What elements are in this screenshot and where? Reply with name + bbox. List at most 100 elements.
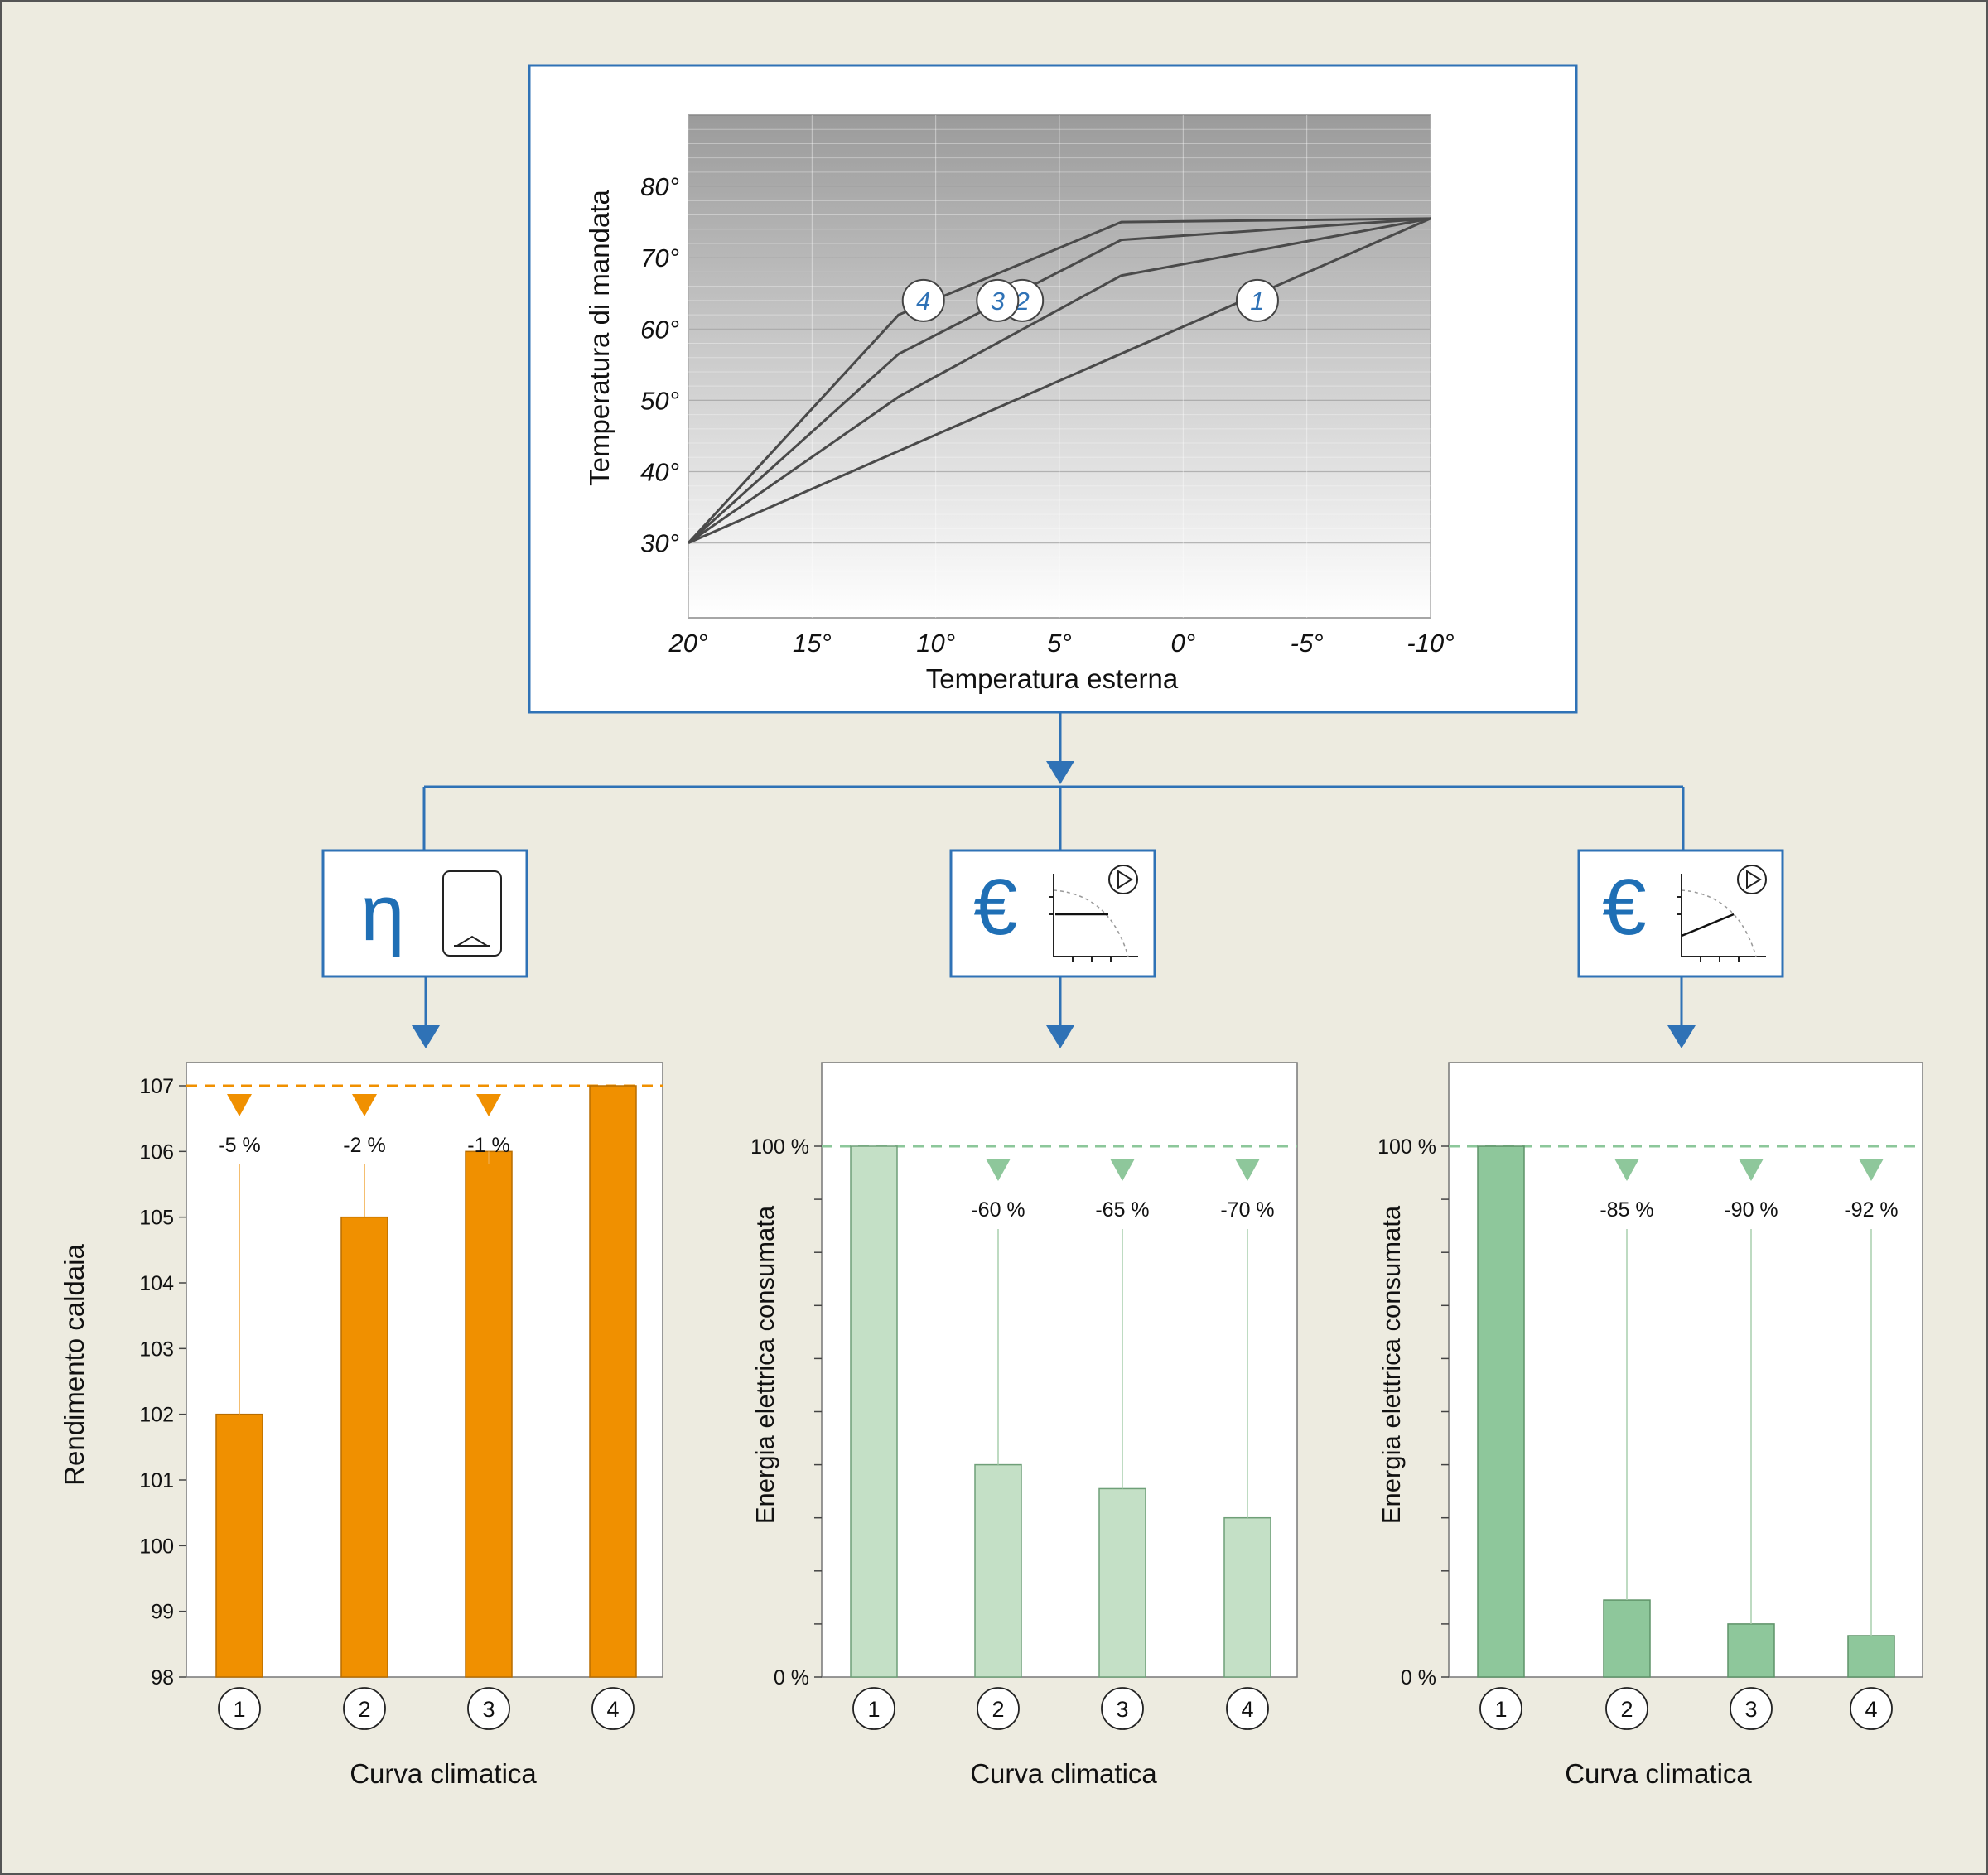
category-label: 2 — [992, 1697, 1004, 1722]
pump-energy-constant-chart: 0 % 100 % 1 -60 % 2 -65 % 3 -70 % 4 Curva climat… — [750, 1062, 1298, 1789]
y-tick-label: 100 — [139, 1535, 174, 1558]
bar-curve-1 — [850, 1145, 898, 1678]
top-x-axis-title: Temperatura esterna — [926, 663, 1179, 694]
y-tick-label: 30° — [640, 529, 679, 558]
category-circle — [467, 1687, 510, 1730]
top-plot-area — [688, 114, 1431, 619]
pump-energy-constant-plot — [821, 1062, 1298, 1678]
category-label: 2 — [1620, 1697, 1633, 1722]
pump-proportional-icon-box: € — [1577, 849, 1784, 978]
pump-energy-proportional-plot — [1448, 1062, 1923, 1678]
pump-energy-proportional-y-title: Energia elettrica consumata — [1377, 1205, 1406, 1524]
category-label: 1 — [233, 1697, 245, 1722]
reduction-arrow-icon — [1859, 1159, 1884, 1181]
curve-marker-label: 3 — [991, 287, 1005, 316]
efficiency-icon-box: η — [321, 849, 528, 978]
x-tick-label: 5° — [1047, 629, 1072, 658]
curve-line-1 — [688, 217, 1431, 544]
y-tick-label: 99 — [151, 1601, 174, 1624]
boiler-efficiency-x-title: Curva climatica — [350, 1758, 537, 1789]
curve-marker-circle — [1235, 278, 1279, 322]
y-tick-label: 106 — [139, 1140, 174, 1164]
top-y-axis-title: Temperatura di mandata — [584, 190, 615, 486]
y-tick-label: 0 % — [1401, 1666, 1436, 1689]
y-tick-label: 70° — [640, 243, 679, 272]
category-label: 1 — [1494, 1697, 1507, 1722]
category-circle — [218, 1687, 261, 1730]
boiler-efficiency-y-title: Rendimento caldaia — [59, 1244, 89, 1486]
bar-curve-4 — [1223, 1516, 1271, 1678]
boiler-efficiency-plot — [186, 1062, 663, 1678]
curve-line-2 — [688, 217, 1431, 544]
bar-curve-4 — [1847, 1635, 1895, 1678]
y-tick-label: 50° — [640, 386, 679, 415]
curve-markers: 1 23 4 — [901, 278, 1279, 322]
down-arrow-icon — [1667, 1025, 1696, 1048]
category-label: 3 — [1744, 1697, 1757, 1722]
bar-curve-2 — [340, 1216, 388, 1678]
reduction-label: -92 % — [1844, 1198, 1898, 1222]
pump-energy-proportional-x-title: Curva climatica — [1565, 1758, 1752, 1789]
y-tick-label: 100 % — [1378, 1135, 1436, 1159]
category-circle — [1730, 1687, 1773, 1730]
y-tick-label: 80° — [640, 172, 679, 201]
category-label: 1 — [867, 1697, 880, 1722]
pump-curve-proportional-icon — [1677, 865, 1767, 962]
eta-icon: η — [360, 869, 404, 957]
y-tick-label: 101 — [139, 1469, 174, 1492]
reduction-arrow-icon — [1614, 1159, 1639, 1181]
category-label: 3 — [1116, 1697, 1128, 1722]
climatic-curve-panel: 30°40°50°60°70°80° 20° 15° 10° 5° 0° -5° -10° … — [528, 64, 1578, 714]
down-arrow-icon — [1046, 1025, 1074, 1048]
pump-energy-constant-y-title: Energia elettrica consumata — [750, 1205, 779, 1524]
y-tick-label: 98 — [151, 1666, 174, 1689]
top-x-tick-labels: 20° 15° 10° 5° 0° -5° -10° — [668, 629, 1455, 658]
x-tick-label: 15° — [793, 629, 832, 658]
connectors — [422, 712, 1685, 1027]
curve-line-4 — [688, 217, 1431, 544]
category-label: 4 — [1865, 1697, 1877, 1722]
reduction-arrow-icon — [986, 1159, 1011, 1181]
x-tick-label: -10° — [1407, 629, 1454, 658]
boiler-icon — [442, 870, 502, 957]
curve-marker-circle — [901, 278, 945, 322]
curve-marker-label: 1 — [1250, 287, 1264, 316]
down-arrow-icon — [412, 1025, 440, 1048]
top-y-tick-labels: 30° 40° 50° 60° 70° 80° — [640, 172, 679, 557]
pump-energy-proportional-chart: 0 % 100 % 1 -85 % 2 -90 % 3 -92 % 4 Curva climat… — [1377, 1062, 1923, 1789]
category-circle — [1226, 1687, 1269, 1730]
pump-curve-constant-icon — [1049, 865, 1138, 962]
bar-curve-2 — [1603, 1599, 1651, 1678]
reduction-arrow-icon — [476, 1094, 501, 1116]
x-tick-label: 0° — [1171, 629, 1196, 658]
reduction-label: -5 % — [218, 1134, 260, 1157]
bar-curve-1 — [215, 1413, 263, 1678]
x-tick-label: 20° — [668, 629, 708, 658]
reduction-label: -2 % — [343, 1134, 385, 1157]
bar-curve-3 — [1098, 1487, 1146, 1678]
reduction-label: -60 % — [971, 1198, 1025, 1222]
y-tick-label: 103 — [139, 1338, 174, 1361]
category-label: 4 — [1241, 1697, 1253, 1722]
y-tick-label: 60° — [640, 315, 679, 344]
top-grid — [688, 115, 1431, 618]
reduction-label: -85 % — [1600, 1198, 1653, 1222]
curve-marker-label: 2 — [1015, 287, 1030, 316]
bar-curve-3 — [1727, 1623, 1775, 1678]
y-tick-label: 102 — [139, 1404, 174, 1427]
reduction-label: -90 % — [1724, 1198, 1778, 1222]
category-circle — [591, 1687, 635, 1730]
category-label: 2 — [358, 1697, 370, 1722]
bar-curve-4 — [589, 1085, 637, 1678]
category-circle — [977, 1687, 1020, 1730]
connector-arrows — [412, 761, 1696, 1048]
reduction-arrow-icon — [1739, 1159, 1764, 1181]
y-tick-label: 0 % — [774, 1666, 809, 1689]
x-tick-label: 10° — [916, 629, 955, 658]
curve-marker-circle — [976, 278, 1020, 322]
bar-curve-1 — [1477, 1145, 1525, 1678]
category-circle — [1479, 1687, 1522, 1730]
